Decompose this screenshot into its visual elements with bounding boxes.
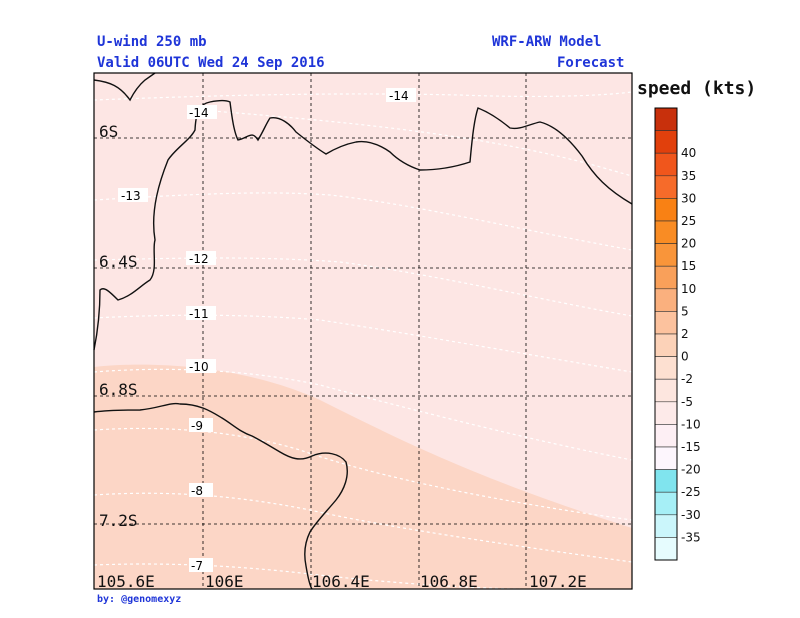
contour-label: -10	[189, 360, 209, 374]
lat-label: 6S	[99, 122, 118, 141]
legend-swatch	[654, 220, 678, 244]
legend-swatch	[654, 424, 678, 448]
legend-swatch	[654, 152, 678, 177]
model-name: WRF-ARW Model	[492, 34, 602, 50]
contour-line	[93, 257, 633, 317]
field-high-region	[94, 364, 632, 589]
contour-line	[93, 492, 633, 563]
legend-swatch	[654, 288, 678, 312]
legend-tick-label: 15	[681, 259, 696, 273]
legend-swatch	[654, 401, 678, 425]
contour-label: -8	[191, 484, 203, 498]
legend-tick-label: -10	[681, 417, 701, 431]
legend-tick-label: 25	[681, 214, 696, 228]
contour-label: -9	[191, 419, 203, 433]
lat-label: 6.8S	[99, 380, 138, 399]
lon-labels: 105.6E 106E 106.4E 106.8E 107.2E	[97, 572, 587, 591]
legend-tick-label: 10	[681, 282, 696, 296]
legend-title: speed (kts)	[637, 78, 757, 99]
contour-label: -13	[121, 189, 141, 203]
lat-label: 7.2S	[99, 511, 138, 530]
lon-label: 106.8E	[420, 572, 478, 591]
legend-swatch	[654, 333, 678, 357]
legend-tick-label: -35	[681, 530, 701, 544]
legend-swatch	[654, 491, 678, 516]
coastline-java-west	[93, 99, 633, 351]
coastline-java-south	[93, 402, 348, 590]
forecast-label: Forecast	[557, 55, 625, 71]
coastline-north	[93, 72, 156, 102]
legend-swatch	[654, 378, 678, 403]
lon-label: 106.4E	[312, 572, 370, 591]
legend-tick-label: -2	[681, 372, 693, 386]
legend-tick-label: 5	[681, 304, 689, 318]
coastlines	[93, 72, 633, 590]
legend-swatch	[654, 130, 678, 154]
legend-swatch	[654, 469, 678, 493]
credit-text: by: @genomexyz	[97, 594, 182, 605]
legend-swatch	[654, 265, 678, 290]
legend-tick-label: -30	[681, 508, 701, 522]
legend-swatch	[654, 537, 678, 561]
wind-contours	[93, 91, 633, 590]
legend-swatch	[654, 311, 678, 335]
lat-labels: 6S 6.4S 6.8S 7.2S	[99, 122, 138, 530]
legend-tick-label: 20	[681, 237, 696, 251]
legend-tick-label: -20	[681, 463, 701, 477]
contour-line	[93, 563, 521, 590]
valid-time: Valid 06UTC Wed 24 Sep 2016	[97, 55, 325, 71]
contour-labels: -14 -14 -13 -12 -11 -10 -9 -8 -7	[118, 88, 416, 573]
contour-label: -12	[189, 252, 209, 266]
legend-tick-label: 0	[681, 350, 689, 364]
legend-swatch	[654, 175, 678, 199]
contour-line	[93, 91, 633, 101]
contour-label: -7	[191, 559, 203, 573]
lon-label: 107.2E	[529, 572, 587, 591]
legend-tick-label: 35	[681, 169, 696, 183]
map-title: U-wind 250 mb	[97, 34, 207, 50]
legend-swatch	[654, 446, 678, 470]
contour-line	[93, 192, 633, 251]
lat-label: 6.4S	[99, 252, 138, 271]
legend-tick-label: 40	[681, 146, 696, 160]
lon-label: 106E	[205, 572, 244, 591]
contour-label: -14	[389, 89, 409, 103]
contour-line	[93, 427, 633, 521]
lon-label: 105.6E	[97, 572, 155, 591]
legend-tick-label: 2	[681, 327, 689, 341]
contour-label: -14	[189, 106, 209, 120]
legend-swatch	[654, 356, 678, 380]
map-frame	[93, 72, 633, 590]
contour-label: -11	[189, 307, 209, 321]
legend-swatch	[654, 243, 678, 267]
legend-tick-label: -15	[681, 440, 701, 454]
legend-tick-label: -25	[681, 485, 701, 499]
contour-line	[199, 109, 633, 177]
legend-swatch	[654, 107, 678, 131]
legend-swatch	[654, 514, 678, 538]
legend-tick-label: 30	[681, 191, 696, 205]
legend-frame	[654, 107, 678, 561]
legend-tick-label: -5	[681, 395, 693, 409]
legend-swatch	[654, 198, 678, 222]
